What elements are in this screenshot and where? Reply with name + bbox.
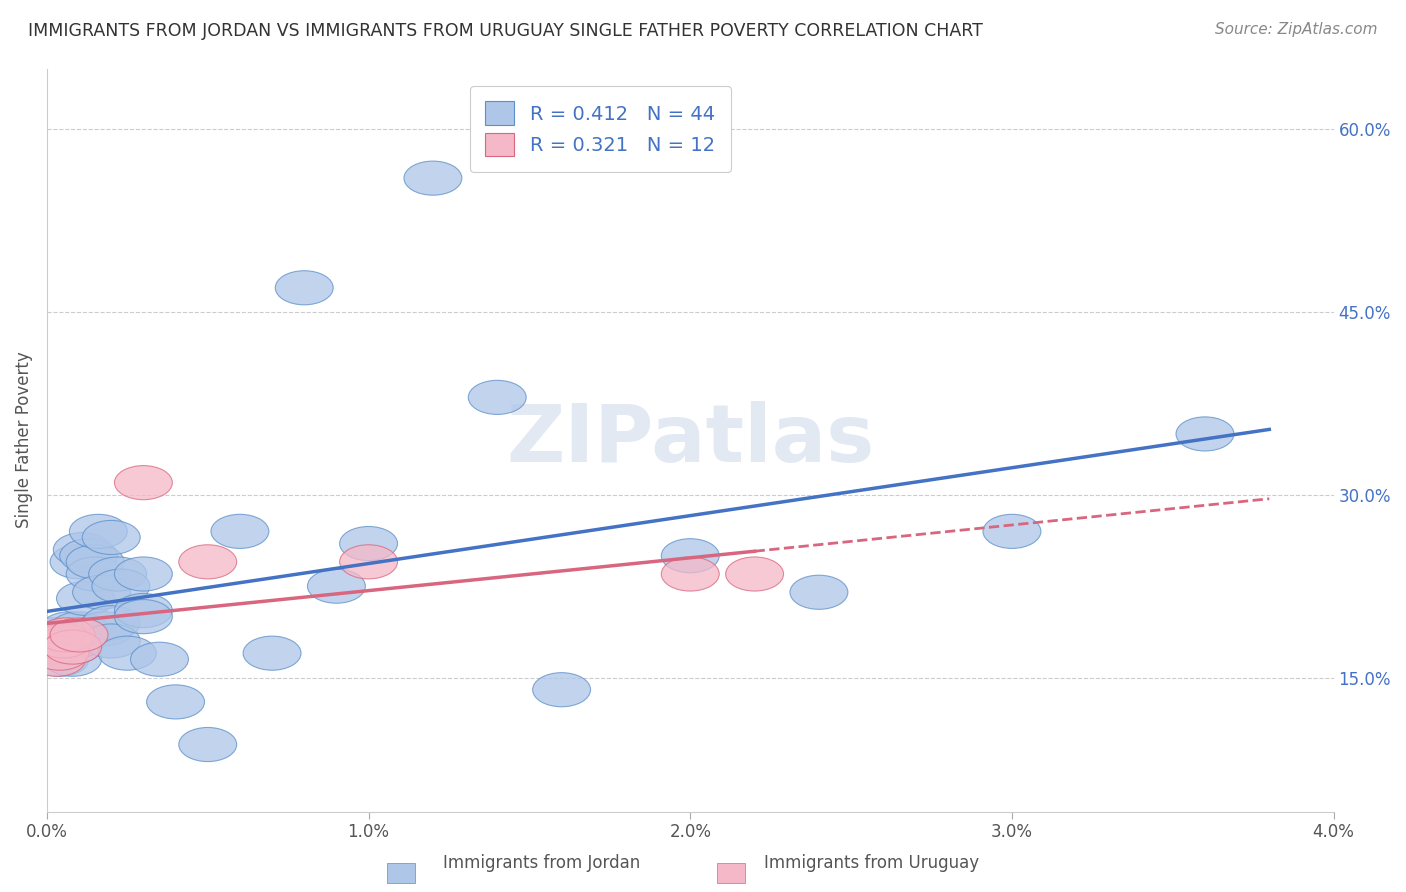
Ellipse shape [146,685,204,719]
Ellipse shape [60,539,118,573]
Text: Immigrants from Jordan: Immigrants from Jordan [443,855,640,872]
Ellipse shape [131,642,188,676]
Y-axis label: Single Father Poverty: Single Father Poverty [15,351,32,528]
Ellipse shape [89,557,146,591]
Ellipse shape [31,636,89,670]
Ellipse shape [533,673,591,706]
Ellipse shape [340,545,398,579]
Ellipse shape [661,539,720,573]
Ellipse shape [44,642,101,676]
Ellipse shape [24,618,83,652]
Ellipse shape [790,575,848,609]
Ellipse shape [114,557,173,591]
Ellipse shape [114,466,173,500]
Ellipse shape [76,612,134,646]
Ellipse shape [83,520,141,555]
Ellipse shape [51,545,108,579]
Ellipse shape [179,728,236,762]
Ellipse shape [83,606,141,640]
Ellipse shape [56,582,114,615]
Ellipse shape [243,636,301,670]
Ellipse shape [37,618,96,652]
Ellipse shape [41,612,98,646]
Ellipse shape [725,557,783,591]
Ellipse shape [983,515,1040,549]
Ellipse shape [37,618,96,652]
Ellipse shape [661,557,720,591]
Text: Source: ZipAtlas.com: Source: ZipAtlas.com [1215,22,1378,37]
Ellipse shape [98,636,156,670]
Legend: R = 0.412   N = 44, R = 0.321   N = 12: R = 0.412 N = 44, R = 0.321 N = 12 [470,86,731,172]
Ellipse shape [73,575,131,609]
Ellipse shape [34,630,91,665]
Ellipse shape [51,612,108,646]
Ellipse shape [34,624,91,658]
Ellipse shape [46,624,105,658]
Ellipse shape [91,569,150,603]
Text: ZIPatlas: ZIPatlas [506,401,875,479]
Ellipse shape [66,545,124,579]
Ellipse shape [34,624,91,658]
Ellipse shape [53,533,111,566]
Ellipse shape [44,630,101,665]
Ellipse shape [211,515,269,549]
Ellipse shape [276,270,333,305]
Ellipse shape [179,545,236,579]
Ellipse shape [28,630,86,665]
Ellipse shape [51,618,108,652]
Ellipse shape [114,599,173,633]
Ellipse shape [404,161,461,195]
Ellipse shape [468,380,526,415]
Text: IMMIGRANTS FROM JORDAN VS IMMIGRANTS FROM URUGUAY SINGLE FATHER POVERTY CORRELAT: IMMIGRANTS FROM JORDAN VS IMMIGRANTS FRO… [28,22,983,40]
Ellipse shape [83,624,141,658]
Ellipse shape [308,569,366,603]
Ellipse shape [1175,417,1234,451]
Ellipse shape [28,642,86,676]
Text: Immigrants from Uruguay: Immigrants from Uruguay [763,855,980,872]
Ellipse shape [340,526,398,560]
Ellipse shape [69,515,128,549]
Ellipse shape [24,630,83,665]
Ellipse shape [66,557,124,591]
Ellipse shape [44,630,101,665]
Ellipse shape [114,593,173,628]
Ellipse shape [31,642,89,676]
